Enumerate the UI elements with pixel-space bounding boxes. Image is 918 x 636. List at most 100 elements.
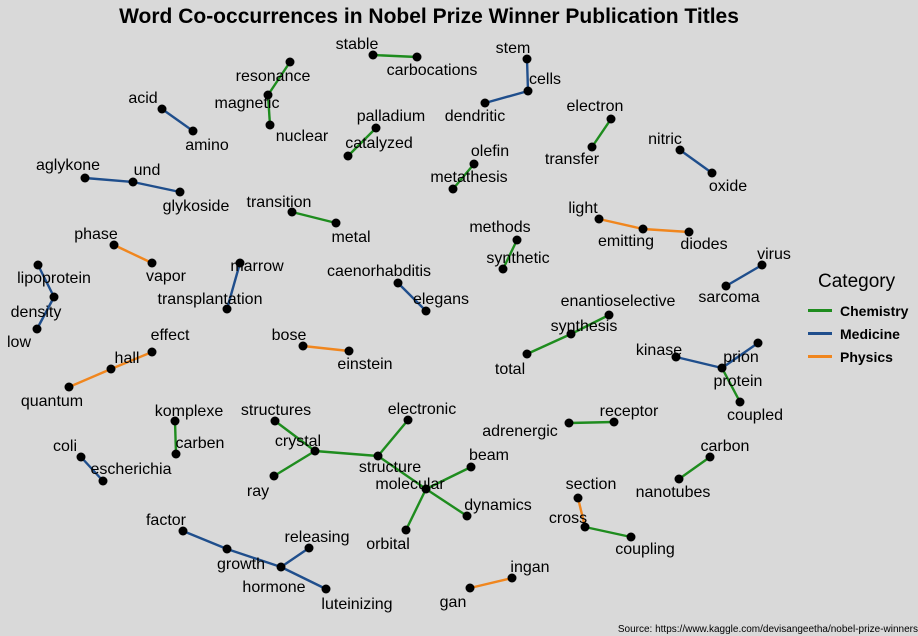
node-coupled xyxy=(735,397,745,407)
node-palladium xyxy=(371,123,381,133)
edge-section-cross xyxy=(576,497,587,528)
node-emitting xyxy=(638,224,648,234)
node-label-releasing: releasing xyxy=(285,529,350,546)
node-label-resonance: resonance xyxy=(236,68,311,85)
edge-magnetic-nuclear xyxy=(266,94,272,126)
legend: Category Chemistry Medicine Physics xyxy=(808,271,908,368)
node-beam xyxy=(466,462,476,472)
node-label-olefin: olefin xyxy=(471,143,509,160)
node-label-stable: stable xyxy=(336,36,379,53)
node-catalyzed xyxy=(343,151,353,161)
node-stem xyxy=(522,54,532,64)
node-cross xyxy=(580,522,590,532)
node-vapor xyxy=(147,258,157,268)
node-label-methods: methods xyxy=(469,219,530,236)
node-label-enantioselective: enantioselective xyxy=(561,293,676,310)
node-glykoside xyxy=(175,187,185,197)
node-label-kinase: kinase xyxy=(636,342,682,359)
node-electron xyxy=(606,114,616,124)
node-protein xyxy=(717,363,727,373)
node-label-hall: hall xyxy=(115,350,140,367)
node-oxide xyxy=(707,168,717,178)
legend-swatch-medicine xyxy=(808,332,832,335)
node-hall xyxy=(106,364,116,374)
node-label-emitting: emitting xyxy=(598,233,654,250)
node-gan xyxy=(465,583,475,593)
node-ingan xyxy=(507,573,517,583)
edge-und-glykoside xyxy=(132,180,181,194)
node-label-vapor: vapor xyxy=(146,268,187,285)
edge-stable-carbocations xyxy=(372,53,418,59)
node-label-total: total xyxy=(495,361,525,378)
edge-lipoprotein-density xyxy=(36,264,56,298)
node-sarcoma xyxy=(721,281,731,291)
edge-electronic-structure xyxy=(377,419,409,457)
node-label-bose: bose xyxy=(272,327,307,344)
node-hormone xyxy=(276,562,286,572)
edge-marrow-transplantation xyxy=(225,262,242,310)
node-total xyxy=(522,349,532,359)
node-label-orbital: orbital xyxy=(366,536,410,553)
edge-nitric-oxide xyxy=(679,149,713,174)
node-label-elegans: elegans xyxy=(413,291,469,308)
node-low xyxy=(32,324,42,334)
node-label-stem: stem xyxy=(496,40,531,57)
node-label-diodes: diodes xyxy=(680,236,727,253)
edge-prion-protein xyxy=(721,342,759,369)
node-structure xyxy=(373,451,383,461)
node-label-adrenergic: adrenergic xyxy=(482,423,558,440)
node-resonance xyxy=(285,57,295,67)
node-label-carbocations: carbocations xyxy=(387,62,478,79)
edge-carbon-nanotubes xyxy=(678,456,711,480)
node-diodes xyxy=(684,227,694,237)
edge-synthesis-total xyxy=(526,332,572,356)
node-coupling xyxy=(626,532,636,542)
node-effect xyxy=(147,347,157,357)
node-label-dendritic: dendritic xyxy=(445,108,505,125)
edge-adrenergic-receptor xyxy=(568,420,615,425)
edge-density-low xyxy=(35,296,56,330)
node-caenorhabditis xyxy=(393,278,403,288)
chart-title: Word Co-occurrences in Nobel Prize Winne… xyxy=(119,5,739,28)
node-acid xyxy=(157,104,167,114)
node-label-prion: prion xyxy=(723,349,759,366)
node-label-carben: carben xyxy=(176,435,225,452)
node-aglykone xyxy=(80,173,90,183)
node-label-aglykone: aglykone xyxy=(36,157,100,174)
node-label-light: light xyxy=(568,200,598,217)
node-transfer xyxy=(587,142,597,152)
node-crystal xyxy=(310,446,320,456)
node-transplantation xyxy=(222,304,232,314)
node-label-structures: structures xyxy=(241,402,311,419)
node-label-palladium: palladium xyxy=(357,108,425,125)
node-olefin xyxy=(469,159,479,169)
node-label-transplantation: transplantation xyxy=(158,291,263,308)
node-label-luteinizing: luteinizing xyxy=(321,596,392,613)
node-nuclear xyxy=(265,120,275,130)
node-section xyxy=(573,493,583,503)
source-caption: Source: https://www.kaggle.com/devisange… xyxy=(617,624,918,635)
node-label-nanotubes: nanotubes xyxy=(636,484,711,501)
edge-cells-dendritic xyxy=(484,89,529,105)
node-label-komplexe: komplexe xyxy=(155,403,224,420)
node-phase xyxy=(109,240,119,250)
node-lipoprotein xyxy=(33,260,43,270)
node-methods xyxy=(512,235,522,245)
node-label-transition: transition xyxy=(247,194,312,211)
legend-swatch-physics xyxy=(808,355,832,358)
node-label-structure: structure xyxy=(359,459,421,476)
node-label-gan: gan xyxy=(440,594,467,611)
node-label-effect: effect xyxy=(151,327,190,344)
edge-aglykone-und xyxy=(84,176,134,184)
node-label-catalyzed: catalyzed xyxy=(345,135,413,152)
node-metal xyxy=(331,218,341,228)
edge-structures-crystal xyxy=(274,420,316,452)
node-bose xyxy=(298,341,308,351)
node-carbocations xyxy=(412,52,422,62)
edge-acid-amino xyxy=(161,108,194,132)
node-molecular xyxy=(421,484,431,494)
node-label-marrow: marrow xyxy=(230,258,284,275)
edge-virus-sarcoma xyxy=(725,263,763,288)
edge-stem-cells xyxy=(525,58,530,92)
